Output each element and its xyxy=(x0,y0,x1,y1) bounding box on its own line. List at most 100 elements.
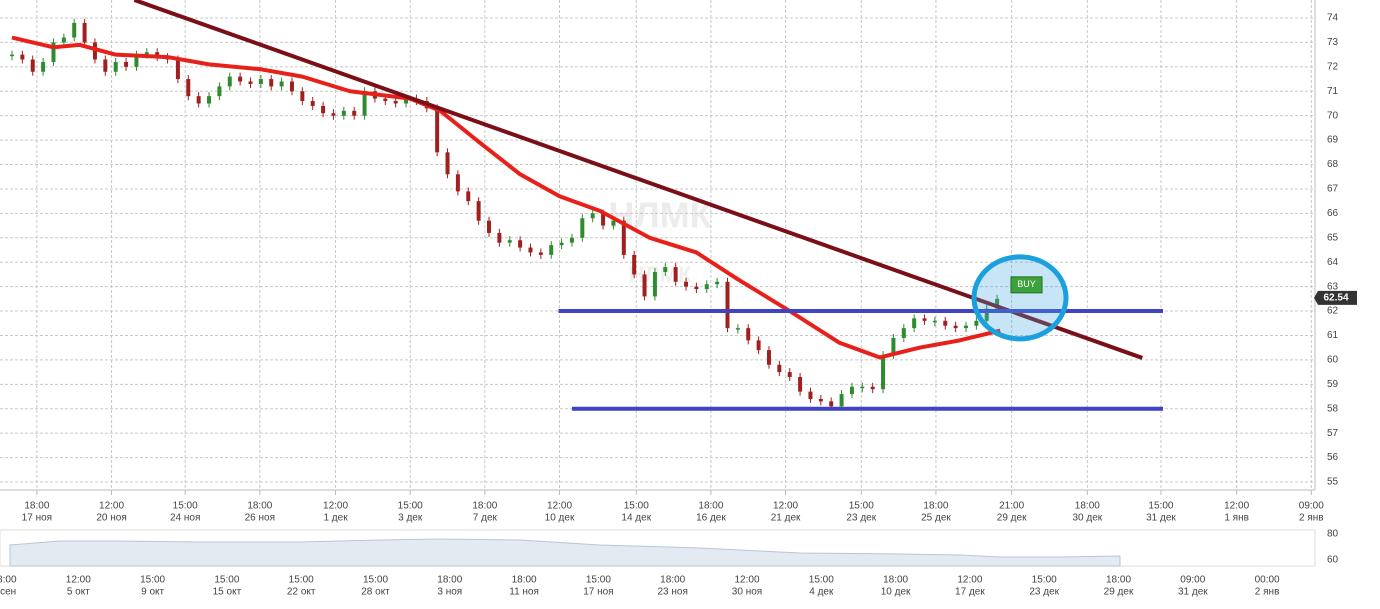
candle xyxy=(932,320,937,323)
x-tick-date: 29 дек xyxy=(997,513,1027,524)
navigator-x-label: 15:00 xyxy=(363,575,388,586)
price-tag xyxy=(1314,290,1357,305)
moving-average xyxy=(11,35,1001,360)
candle xyxy=(124,61,129,67)
candle xyxy=(694,286,699,290)
candle xyxy=(777,364,782,373)
candle xyxy=(860,386,865,389)
candle xyxy=(984,308,989,321)
candle xyxy=(518,240,523,248)
candle xyxy=(590,213,595,219)
candle xyxy=(684,281,689,287)
x-tick-label: 21:00 xyxy=(999,501,1024,512)
candle xyxy=(352,110,357,116)
navigator-x-date: 23 дек xyxy=(1029,587,1059,598)
x-tick-label: 18:00 xyxy=(24,501,49,512)
navigator-x-label: 18:00 xyxy=(0,575,17,586)
candle xyxy=(818,398,823,402)
navigator-x-label: 12:00 xyxy=(734,575,759,586)
candle xyxy=(881,355,886,390)
y-tick-label: 56 xyxy=(1327,452,1339,463)
candle xyxy=(61,37,66,43)
navigator-x-label: 18:00 xyxy=(437,575,462,586)
navigator-y-label: 80 xyxy=(1327,529,1339,540)
candle xyxy=(103,59,108,72)
y-tick-label: 73 xyxy=(1327,37,1339,48)
x-tick-label: 09:00 xyxy=(1299,501,1324,512)
x-tick-date: 17 ноя xyxy=(22,513,52,524)
buy-button: BUY xyxy=(1017,279,1036,289)
candle xyxy=(487,220,492,233)
x-tick-label: 12:00 xyxy=(773,501,798,512)
navigator-x-date: 23 ноя xyxy=(657,587,687,598)
x-tick-label: 12:00 xyxy=(99,501,124,512)
candle xyxy=(196,96,201,104)
candle xyxy=(20,54,25,60)
x-tick-date: 20 ноя xyxy=(96,513,126,524)
navigator-x-date: 2 янв xyxy=(1255,587,1280,598)
signal-circle xyxy=(971,254,1069,342)
candle xyxy=(922,318,927,321)
navigator-x-date: 11 ноя xyxy=(509,587,539,598)
x-tick-label: 15:00 xyxy=(849,501,874,512)
candle xyxy=(435,108,440,153)
candle xyxy=(953,325,958,329)
candle xyxy=(404,98,409,104)
x-tick-label: 18:00 xyxy=(247,501,272,512)
navigator-x-label: 15:00 xyxy=(809,575,834,586)
navigator-x-date: 17 ноя xyxy=(583,587,613,598)
navigator-x-date: 15 окт xyxy=(213,587,242,598)
candle xyxy=(891,337,896,356)
y-tick-label: 55 xyxy=(1327,477,1339,488)
y-tick-label: 59 xyxy=(1327,379,1339,390)
x-tick-date: 31 дек xyxy=(1146,513,1176,524)
x-tick-label: 15:00 xyxy=(1148,501,1173,512)
candle xyxy=(787,372,792,377)
y-tick-label: 69 xyxy=(1327,135,1339,146)
candle xyxy=(642,274,647,297)
navigator-x-label: 18:00 xyxy=(883,575,908,586)
candle xyxy=(30,59,35,72)
y-tick-label: 67 xyxy=(1327,184,1339,195)
candle xyxy=(601,213,606,226)
candle xyxy=(912,318,917,329)
candle xyxy=(383,98,388,102)
candle xyxy=(134,54,139,67)
candle xyxy=(673,267,678,282)
x-tick-date: 10 дек xyxy=(545,513,575,524)
candle xyxy=(569,237,574,243)
candle xyxy=(839,394,844,407)
candle xyxy=(507,240,512,243)
x-tick-date: 21 дек xyxy=(771,513,801,524)
y-tick-label: 74 xyxy=(1327,13,1339,24)
x-tick-date: 24 ноя xyxy=(170,513,200,524)
candle xyxy=(652,271,657,297)
candle xyxy=(995,298,1000,309)
candle xyxy=(445,152,450,175)
last-price: 62.54 xyxy=(1323,293,1348,304)
candle xyxy=(808,391,813,399)
y-tick-label: 70 xyxy=(1327,110,1339,121)
y-tick-label: 71 xyxy=(1327,86,1339,97)
candle xyxy=(269,79,274,87)
candle xyxy=(393,101,398,104)
navigator-x-date: 31 дек xyxy=(1178,587,1208,598)
candle xyxy=(538,252,543,255)
navigator-x-date: 5 окт xyxy=(67,587,90,598)
x-tick-label: 18:00 xyxy=(1075,501,1100,512)
navigator-x-label: 18:00 xyxy=(512,575,537,586)
navigator-x-label: 18:00 xyxy=(660,575,685,586)
watermark-sub: НЛМК xyxy=(628,262,692,287)
candle xyxy=(113,61,118,72)
candle xyxy=(455,174,460,192)
y-tick-label: 65 xyxy=(1327,232,1339,243)
candle xyxy=(331,113,336,116)
candle xyxy=(300,91,305,102)
candle xyxy=(528,247,533,253)
candle xyxy=(497,232,502,243)
candle xyxy=(964,325,969,329)
candle xyxy=(466,191,471,202)
y-tick-label: 63 xyxy=(1327,281,1339,292)
navigator-x-date: 10 дек xyxy=(881,587,911,598)
navigator-x-label: 15:00 xyxy=(586,575,611,586)
